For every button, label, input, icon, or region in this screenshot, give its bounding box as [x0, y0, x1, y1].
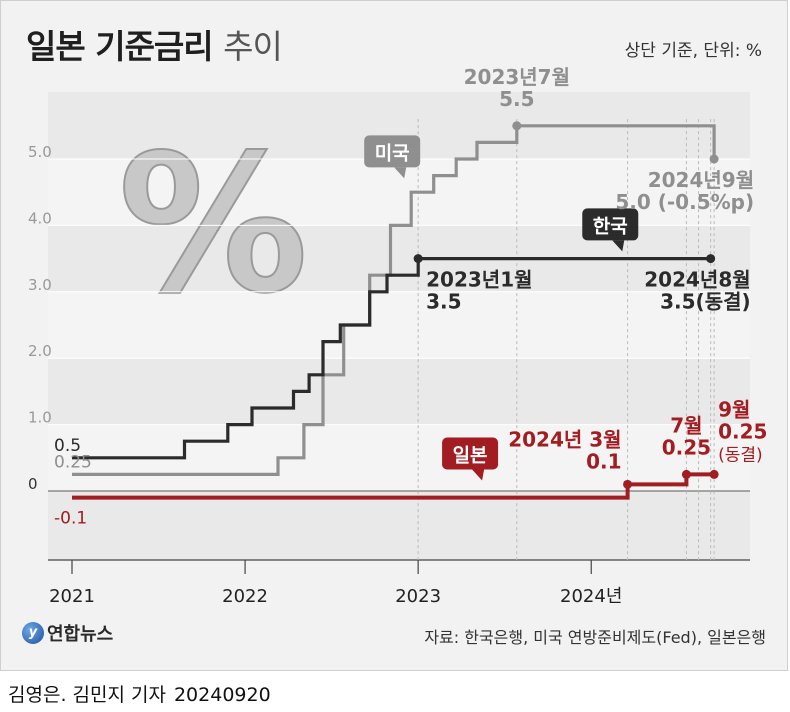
x-tick-label: 2023 [395, 586, 441, 607]
series-name-label: 미국 [375, 142, 410, 164]
annotation-text: 5.0 (-0.5%p) [615, 190, 754, 214]
y-tick-label: 2.0 [28, 342, 52, 360]
series-line-미국 [72, 124, 716, 476]
x-tick-label: 2021 [49, 586, 95, 607]
annotation-text: 0.25 [718, 419, 767, 443]
byline-authors: 김영은. 김민지 기자 [8, 684, 166, 706]
data-marker [413, 254, 423, 264]
annotation-text: (동결) [718, 445, 763, 465]
title-sub: 추이 [223, 27, 283, 66]
annotation-text: 9월 [718, 397, 750, 421]
byline: 김영은. 김민지 기자 20240920 [8, 680, 271, 707]
data-marker [681, 469, 691, 479]
series-name-label: 일본 [453, 444, 488, 466]
annotation-text: 7월 [670, 413, 702, 437]
series-callout-tail [472, 469, 485, 481]
series-line-일본 [72, 472, 715, 500]
source-note: 자료: 한국은행, 미국 연방준비제도(Fed), 일본은행 [424, 628, 766, 647]
annotation-text: 2024년8월 [644, 268, 750, 292]
annotation-text: 2023년7월 [464, 65, 570, 89]
annotation-text: 2024년 3월 [508, 427, 621, 451]
annotation-text: 0.1 [586, 449, 621, 473]
annotation-text: 0.25 [662, 435, 711, 459]
data-marker [623, 479, 633, 489]
y-tick-label: 0 [28, 475, 38, 493]
title-main: 일본 기준금리 [26, 27, 214, 66]
data-marker [709, 469, 719, 479]
annotation-text: 2024년9월 [648, 168, 754, 192]
series-callout-tail [394, 167, 407, 179]
start-value-label: 0.25 [54, 452, 92, 472]
start-value-label: 0.5 [54, 436, 81, 456]
series-callout-box [442, 437, 499, 470]
series-callout-box [364, 135, 421, 168]
x-tick-label: 2022 [222, 586, 268, 607]
logo-ball-icon: y [22, 622, 44, 644]
unit-note: 상단 기준, 단위: % [624, 41, 762, 61]
data-marker [706, 254, 716, 264]
series-line-한국 [72, 257, 711, 460]
annotation-text: 3.5 [426, 290, 461, 314]
y-tick-label: 1.0 [28, 409, 52, 427]
y-tick-label: 4.0 [28, 209, 52, 227]
page-title: 일본 기준금리 추이 [26, 20, 283, 68]
yonhap-logo: y 연합뉴스 [22, 620, 113, 646]
y-tick-label: 3.0 [28, 276, 52, 294]
percent-decor-icon: % [118, 114, 308, 335]
data-marker [512, 121, 522, 131]
byline-date: 20240920 [173, 684, 271, 706]
y-tick-label: 5.0 [28, 143, 52, 161]
series-callout-tail [612, 240, 625, 252]
data-marker [709, 154, 719, 164]
annotation-text: 5.5 [499, 87, 534, 111]
start-value-label: -0.1 [54, 509, 87, 529]
series-callout-box [582, 208, 639, 241]
grid-band [48, 291, 750, 359]
logo-text: 연합뉴스 [47, 624, 114, 645]
series-name-label: 한국 [593, 215, 628, 237]
x-tick-label: 2024년 [560, 586, 622, 607]
annotation-text: 2023년1월 [426, 268, 532, 292]
annotation-text: 3.5(동결) [660, 290, 751, 314]
